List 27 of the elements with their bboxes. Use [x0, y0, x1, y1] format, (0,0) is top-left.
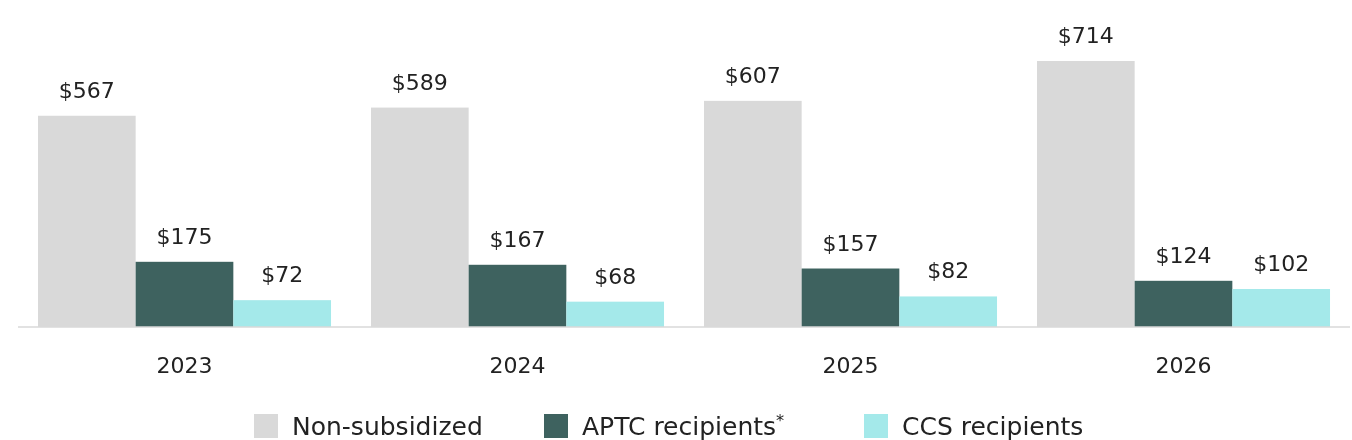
x-tick-label: 2023: [156, 353, 213, 378]
data-label: $175: [156, 223, 213, 249]
data-label: $82: [927, 258, 970, 284]
data-label: $714: [1057, 23, 1114, 48]
bar: [801, 268, 900, 327]
x-tick-label: 2026: [1155, 353, 1212, 378]
data-label: $124: [1155, 242, 1212, 268]
data-label: $102: [1253, 251, 1310, 276]
data-label: $68: [594, 263, 637, 289]
bar: [1232, 289, 1331, 327]
data-label: $167: [489, 226, 546, 252]
bar: [135, 261, 234, 327]
bar: [899, 296, 998, 327]
legend-label: Non-subsidized: [292, 412, 483, 440]
x-tick-label: 2025: [822, 353, 879, 378]
bar: [566, 301, 665, 327]
data-label: $157: [822, 230, 879, 256]
data-label: $567: [58, 77, 115, 103]
bar: [1134, 280, 1233, 327]
legend-label: CCS recipients: [902, 412, 1084, 440]
bar: [468, 264, 567, 327]
data-label: $72: [261, 262, 304, 288]
data-label: $589: [391, 69, 448, 95]
x-tick-label: 2024: [489, 353, 546, 378]
legend-label: APTC recipients$^{*}$: [582, 410, 785, 440]
data-label: $607: [724, 62, 781, 88]
bar: [233, 300, 332, 327]
